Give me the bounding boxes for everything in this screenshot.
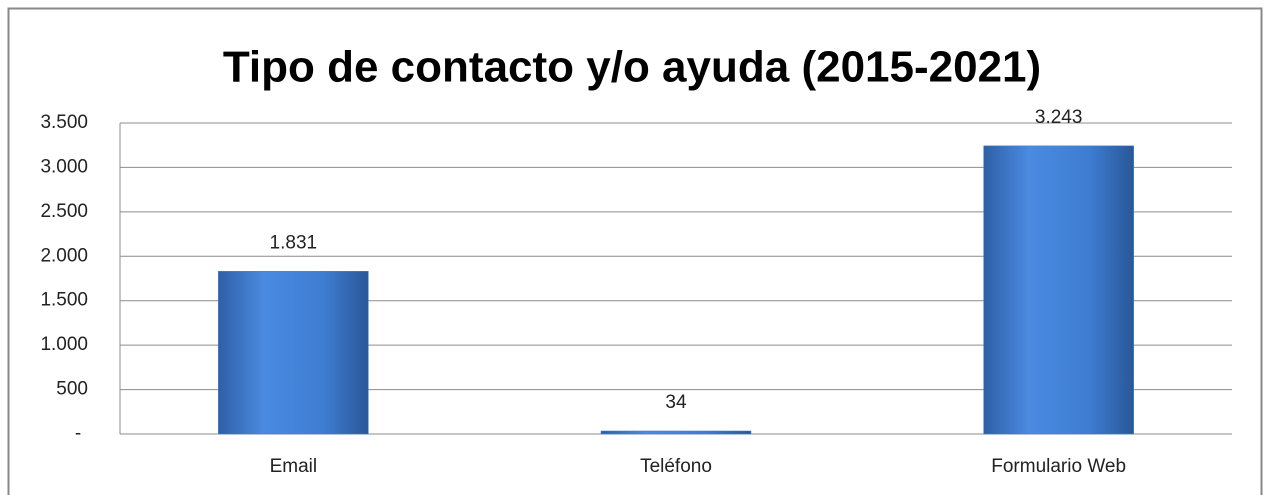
value-label: 34 xyxy=(665,392,687,413)
bar xyxy=(983,145,1134,435)
y-tick-label: 3.500 xyxy=(40,112,88,133)
y-tick-label: 1.500 xyxy=(40,290,88,311)
x-tick-label: Formulario Web xyxy=(991,456,1126,477)
chart-title: Tipo de contacto y/o ayuda (2015-2021) xyxy=(223,43,1041,92)
x-tick-label: Email xyxy=(270,456,318,477)
bar xyxy=(600,430,752,435)
y-tick-label: - xyxy=(75,423,81,444)
x-tick-label: Teléfono xyxy=(640,456,712,477)
y-tick-label: 3.000 xyxy=(40,156,88,177)
bar xyxy=(218,271,369,435)
y-tick-label: 500 xyxy=(56,379,88,400)
value-label: 3.243 xyxy=(1035,107,1083,128)
y-tick-label: 2.000 xyxy=(40,245,88,266)
y-tick-label: 2.500 xyxy=(40,201,88,222)
y-tick-label: 1.000 xyxy=(40,334,88,355)
value-label: 1.831 xyxy=(270,232,318,253)
